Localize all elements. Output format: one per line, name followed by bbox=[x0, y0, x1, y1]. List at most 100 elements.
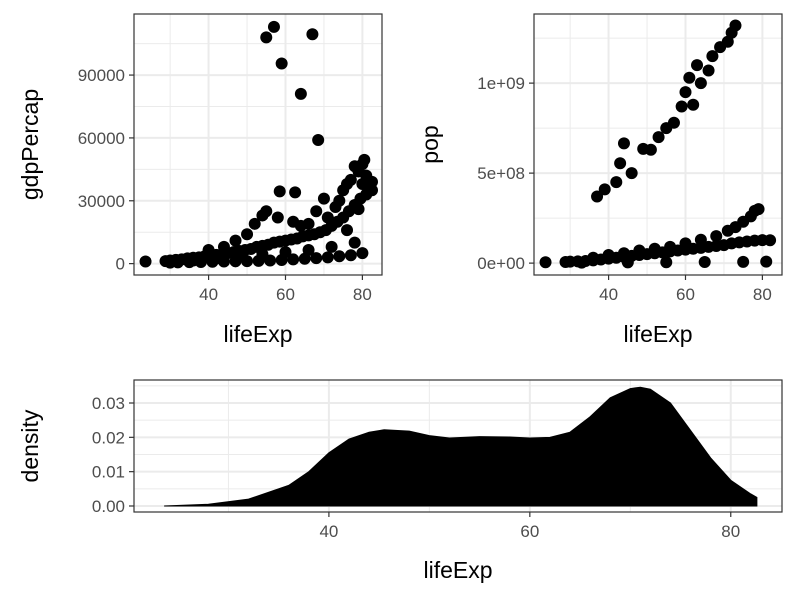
scatter-point-49 bbox=[287, 253, 300, 266]
scatter-point-76 bbox=[317, 192, 330, 205]
x-axis-title: lifeExp bbox=[423, 557, 492, 583]
scatter-point-67 bbox=[241, 228, 254, 241]
scatter-point-51 bbox=[598, 183, 611, 196]
chart-panel-3: 40 60 80 0.00 0.01 0.02 0.03 lifeExp density bbox=[17, 379, 783, 583]
panel-border bbox=[133, 13, 383, 276]
scatter-point-64 bbox=[687, 98, 700, 111]
scatter-point-70 bbox=[260, 205, 273, 218]
scatter-point-46 bbox=[660, 256, 673, 269]
y-axis-title: gdpPercap bbox=[17, 89, 43, 200]
scatter-point-28 bbox=[764, 234, 777, 247]
scatter-point-82 bbox=[344, 173, 357, 186]
scatter-point-58 bbox=[652, 131, 665, 144]
y-tick-label: 0.01 bbox=[92, 463, 125, 482]
scatter-point-50 bbox=[591, 190, 604, 203]
scatter-point-61 bbox=[302, 244, 315, 257]
y-tick-label: 1e+09 bbox=[477, 74, 525, 93]
chart-panel-1: 40 60 80 0 30000 60000 90000 lifeExp gdpPercap bbox=[17, 13, 383, 347]
scatter-point-0 bbox=[539, 256, 552, 269]
x-tick-label: 80 bbox=[353, 285, 372, 304]
scatter-point-45 bbox=[621, 256, 634, 269]
scatter-point-91 bbox=[352, 203, 365, 216]
scatter-point-67 bbox=[702, 64, 715, 77]
scatter-point-60 bbox=[279, 246, 292, 259]
scatter-point-51 bbox=[310, 252, 323, 265]
scatter-point-68 bbox=[248, 217, 261, 230]
scatter-point-72 bbox=[729, 19, 742, 32]
y-tick-label: 0.02 bbox=[92, 428, 125, 447]
scatter-point-63 bbox=[683, 71, 696, 84]
scatter-point-30 bbox=[602, 249, 615, 262]
scatter-point-29 bbox=[587, 251, 600, 264]
y-tick-label: 5e+08 bbox=[477, 164, 525, 183]
scatter-point-90 bbox=[356, 178, 369, 191]
scatter-point-60 bbox=[667, 116, 680, 129]
chart-panel-2: 40 60 80 0e+00 5e+08 1e+09 lifeExp pop bbox=[417, 13, 783, 347]
data-layer bbox=[164, 386, 758, 507]
y-tick-label: 90000 bbox=[78, 66, 125, 85]
scatter-point-59 bbox=[256, 248, 269, 261]
scatter-point-65 bbox=[217, 240, 230, 253]
scatter-point-52 bbox=[610, 176, 623, 189]
scatter-point-32 bbox=[633, 244, 646, 257]
y-tick-label: 0.00 bbox=[92, 497, 125, 516]
x-tick-label: 40 bbox=[199, 285, 218, 304]
scatter-point-49 bbox=[760, 255, 773, 268]
scatter-point-58 bbox=[233, 250, 246, 263]
scatter-point-65 bbox=[691, 59, 704, 72]
scatter-point-57 bbox=[210, 252, 223, 265]
scatter-point-62 bbox=[679, 86, 692, 99]
scatter-point-34 bbox=[664, 240, 677, 253]
scatter-point-39 bbox=[171, 256, 184, 269]
scatter-point-31 bbox=[617, 247, 630, 260]
x-tick-label: 60 bbox=[676, 285, 695, 304]
scatter-point-79 bbox=[333, 194, 346, 207]
scatter-point-66 bbox=[694, 77, 707, 90]
scatter-point-99 bbox=[273, 185, 286, 198]
scatter-point-68 bbox=[706, 50, 719, 63]
panel-background bbox=[534, 14, 782, 275]
y-tick-label: 0.03 bbox=[92, 394, 125, 413]
x-axis-title: lifeExp bbox=[223, 321, 292, 347]
y-tick-label: 60000 bbox=[78, 129, 125, 148]
scatter-point-64 bbox=[202, 244, 215, 257]
scatter-point-66 bbox=[229, 234, 242, 247]
scatter-point-54 bbox=[617, 137, 630, 150]
y-tick-label: 0e+00 bbox=[477, 254, 525, 273]
x-axis-title: lifeExp bbox=[623, 321, 692, 347]
data-layer bbox=[139, 20, 379, 269]
scatter-point-96 bbox=[294, 87, 307, 100]
scatter-point-47 bbox=[698, 256, 711, 269]
scatter-point-74 bbox=[302, 217, 315, 230]
density-area bbox=[164, 386, 758, 507]
scatter-point-36 bbox=[694, 233, 707, 246]
scatter-point-97 bbox=[306, 28, 319, 41]
scatter-point-61 bbox=[675, 100, 688, 113]
y-tick-label: 30000 bbox=[78, 192, 125, 211]
scatter-point-89 bbox=[366, 175, 379, 188]
scatter-point-62 bbox=[325, 240, 338, 253]
scatter-point-77 bbox=[321, 211, 334, 224]
scatter-point-95 bbox=[275, 57, 288, 70]
scatter-point-100 bbox=[289, 186, 302, 199]
x-tick-label: 60 bbox=[276, 285, 295, 304]
scatter-point-0 bbox=[139, 255, 152, 268]
scatter-point-48 bbox=[737, 255, 750, 268]
panel-border bbox=[533, 13, 783, 276]
scatter-point-56 bbox=[187, 254, 200, 267]
panel-background bbox=[134, 14, 382, 275]
scatter-point-37 bbox=[710, 230, 723, 243]
scatter-point-53 bbox=[333, 250, 346, 263]
scatter-point-93 bbox=[260, 31, 273, 44]
y-tick-label: 0 bbox=[116, 255, 125, 274]
scatter-point-75 bbox=[310, 205, 323, 218]
scatter-point-33 bbox=[648, 242, 661, 255]
scatter-point-55 bbox=[356, 247, 369, 260]
y-axis-title: pop bbox=[417, 125, 443, 163]
scatter-point-44 bbox=[575, 256, 588, 269]
x-tick-label: 80 bbox=[721, 522, 740, 541]
scatter-point-94 bbox=[267, 20, 280, 33]
panel-border bbox=[133, 379, 783, 513]
x-tick-label: 60 bbox=[520, 522, 539, 541]
